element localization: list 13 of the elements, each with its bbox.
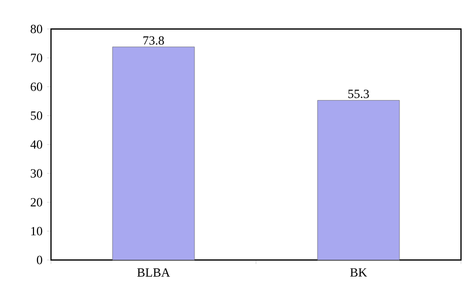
- y-tick-label: 50: [30, 111, 42, 120]
- y-tick-label: 20: [30, 198, 42, 206]
- data-label: 73.8: [143, 36, 164, 45]
- data-label: 55.3: [348, 90, 369, 98]
- y-tick-label: 60: [30, 82, 42, 91]
- y-tick-label: 70: [31, 54, 42, 62]
- x-tick-label: BLBA: [137, 268, 170, 277]
- y-tick-label: 40: [30, 140, 42, 149]
- y-tick-label: 80: [30, 24, 42, 34]
- y-tick-label: 0: [36, 256, 42, 264]
- x-tick-label: BK: [350, 268, 368, 277]
- y-tick-label: 30: [30, 169, 42, 178]
- y-tick-label: 10: [31, 226, 42, 236]
